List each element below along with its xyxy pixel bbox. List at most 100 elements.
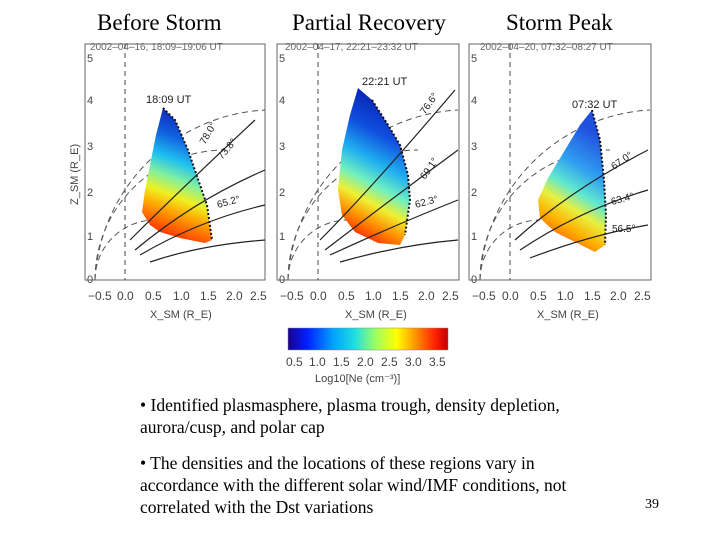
dashed-shell-line xyxy=(479,219,541,281)
x-tick: 1.5 xyxy=(392,289,409,303)
y-tick-labels: 0 1 2 3 4 5 xyxy=(279,53,285,286)
dashed-shell-line xyxy=(94,149,226,281)
colorbar-label: Log10[Ne (cm⁻³)] xyxy=(315,373,400,385)
y-tick: 1 xyxy=(471,231,477,243)
panel-frame xyxy=(84,43,266,281)
x-tick: −0.5 xyxy=(280,289,304,303)
field-line xyxy=(519,189,649,251)
header-before-storm: Before Storm xyxy=(97,10,222,35)
x-tick: 0.0 xyxy=(502,289,519,303)
header-partial-recovery: Partial Recovery xyxy=(292,10,446,35)
x-tick: −0.5 xyxy=(472,289,496,303)
x-tick: 2.0 xyxy=(418,289,435,303)
x-tick: 2.5 xyxy=(442,289,459,303)
field-line xyxy=(529,224,649,259)
colorbar-gradient xyxy=(287,327,449,351)
x-tick: 0.5 xyxy=(145,289,162,303)
y-tick: 3 xyxy=(471,141,477,153)
dashed-shell-line xyxy=(287,149,419,281)
x-tick: 0.5 xyxy=(530,289,547,303)
field-line xyxy=(339,239,459,263)
colorbar-tick: 1.5 xyxy=(333,355,350,369)
x-axis-label: X_SM (R_E) xyxy=(150,309,212,321)
time-label: 22:21 UT xyxy=(362,76,408,88)
y-tick: 2 xyxy=(87,187,93,199)
header-storm-peak: Storm Peak xyxy=(506,10,613,35)
field-line xyxy=(139,204,266,256)
density-fan xyxy=(338,88,410,245)
panel-before-storm: 2002–04–16, 18:09–19:06 UT 0 1 2 3 4 5 1… xyxy=(69,42,267,321)
page-number: 39 xyxy=(645,497,659,512)
colorbar-tick: 3.5 xyxy=(429,355,446,369)
y-tick: 3 xyxy=(87,141,93,153)
panel-storm-peak: 2002–04–20, 07:32–08:27 UT 0 1 2 3 4 5 0… xyxy=(468,42,652,321)
y-tick: 4 xyxy=(279,95,285,107)
orbit-track xyxy=(371,99,412,236)
y-tick: 0 xyxy=(471,274,477,286)
y-tick: 5 xyxy=(87,53,93,65)
field-line xyxy=(324,149,459,251)
angle-label: 56.5° xyxy=(612,224,635,235)
field-line xyxy=(514,149,649,241)
x-tick: 2.0 xyxy=(226,289,243,303)
x-tick: 0.0 xyxy=(310,289,327,303)
y-tick: 4 xyxy=(471,95,477,107)
colorbar-tick: 2.0 xyxy=(357,355,374,369)
x-axis-label: X_SM (R_E) xyxy=(345,309,407,321)
colorbar-tick: 0.5 xyxy=(286,355,303,369)
y-tick: 1 xyxy=(87,231,93,243)
y-tick: 2 xyxy=(471,187,477,199)
field-line xyxy=(129,119,256,241)
panel-date-line: 2002–04–17, 22:21–23:32 UT xyxy=(285,42,418,53)
colorbar-ticks: 0.5 1.0 1.5 2.0 2.5 3.0 3.5 xyxy=(286,355,446,369)
time-label: 07:32 UT xyxy=(572,99,618,111)
density-figure: 2002–04–16, 18:09–19:06 UT 0 1 2 3 4 5 1… xyxy=(69,42,652,385)
dashed-shell-line xyxy=(94,219,156,281)
y-tick: 0 xyxy=(279,274,285,286)
x-axis-label: X_SM (R_E) xyxy=(537,309,599,321)
y-tick-labels: 0 1 2 3 4 5 xyxy=(471,53,477,286)
x-tick-labels: −0.5 0.0 0.5 1.0 1.5 2.0 2.5 xyxy=(280,289,459,303)
x-tick: 0.0 xyxy=(117,289,134,303)
panel-partial-recovery: 2002–04–17, 22:21–23:32 UT 0 1 2 3 4 5 2… xyxy=(276,42,460,321)
density-fan xyxy=(142,108,212,243)
colorbar: 0.5 1.0 1.5 2.0 2.5 3.0 3.5 Log10[Ne (cm… xyxy=(286,327,449,385)
y-tick: 4 xyxy=(87,95,93,107)
y-tick-labels: 0 1 2 3 4 5 xyxy=(87,53,93,286)
y-tick: 1 xyxy=(279,231,285,243)
colorbar-tick: 2.5 xyxy=(381,355,398,369)
dashed-shell-line xyxy=(94,109,266,281)
y-tick: 5 xyxy=(279,53,285,65)
x-tick-labels: −0.5 0.0 0.5 1.0 1.5 2.0 2.5 xyxy=(472,289,651,303)
colorbar-tick: 3.0 xyxy=(405,355,422,369)
y-tick: 0 xyxy=(87,274,93,286)
x-tick: −0.5 xyxy=(88,289,112,303)
colorbar-tick: 1.0 xyxy=(309,355,326,369)
dashed-shell-line xyxy=(287,109,459,281)
y-tick: 3 xyxy=(279,141,285,153)
x-tick: 1.5 xyxy=(200,289,217,303)
orbit-track xyxy=(162,107,213,241)
x-tick: 1.0 xyxy=(173,289,190,303)
panel-date-line: 2002–04–16, 18:09–19:06 UT xyxy=(90,42,223,53)
x-tick-labels: −0.5 0.0 0.5 1.0 1.5 2.0 2.5 xyxy=(88,289,267,303)
x-tick: 1.5 xyxy=(584,289,601,303)
dashed-shell-line xyxy=(479,149,611,281)
dashed-shell-line xyxy=(287,219,349,281)
x-tick: 1.0 xyxy=(365,289,382,303)
bullet-variations: • The densities and the locations of the… xyxy=(140,453,567,517)
field-line xyxy=(319,89,456,241)
orbit-track xyxy=(591,109,608,246)
panel-date-line: 2002–04–20, 07:32–08:27 UT xyxy=(480,42,613,53)
x-tick: 1.0 xyxy=(557,289,574,303)
dashed-shell-line xyxy=(479,109,651,281)
time-label: 18:09 UT xyxy=(146,94,192,106)
x-tick: 0.5 xyxy=(338,289,355,303)
density-fan xyxy=(538,110,606,252)
y-axis-label: Z_SM (R_E) xyxy=(69,144,81,205)
x-tick: 2.0 xyxy=(610,289,627,303)
field-line xyxy=(149,239,266,263)
field-line xyxy=(329,199,459,256)
y-tick: 2 xyxy=(279,187,285,199)
bullet-regions: • Identified plasmasphere, plasma trough… xyxy=(140,395,560,437)
